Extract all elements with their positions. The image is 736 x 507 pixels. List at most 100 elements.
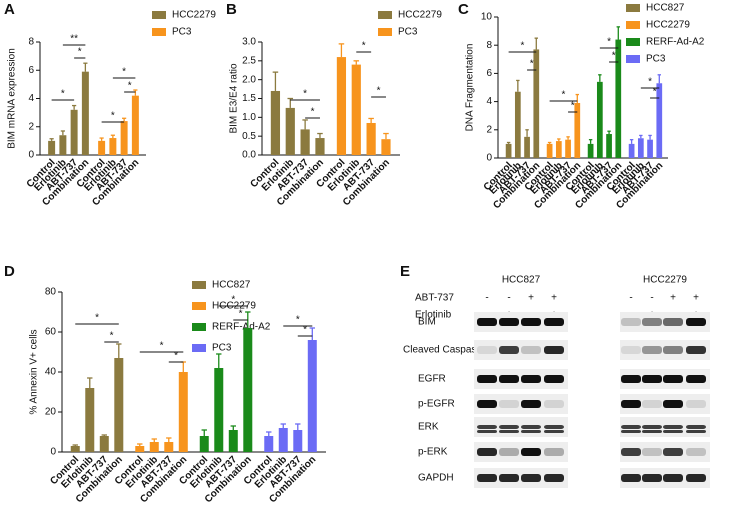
treatment-label: ABT-737 [415, 293, 454, 304]
blot-band [621, 400, 641, 408]
blot-band [499, 400, 519, 408]
panel-label: E [400, 263, 410, 280]
bar [366, 122, 376, 155]
bar [596, 81, 603, 158]
legend-swatch [192, 281, 206, 289]
blot-band [544, 425, 564, 429]
bar [293, 430, 303, 452]
blot-band [621, 448, 641, 456]
bar [81, 71, 89, 155]
blot-band [521, 318, 541, 326]
significance-label: * [571, 101, 575, 112]
legend-label: PC3 [398, 27, 418, 38]
bar [131, 95, 139, 155]
treatment-sign: + [670, 293, 676, 304]
bar [615, 39, 622, 159]
bar [85, 388, 95, 452]
blot-band [663, 430, 683, 433]
legend-label: HCC2279 [646, 20, 690, 31]
blot-band [521, 448, 541, 456]
significance-label: * [239, 309, 243, 320]
bar [574, 103, 581, 158]
blot-band [686, 375, 706, 383]
significance-label: * [160, 341, 164, 352]
y-tick-label: 1.0 [242, 112, 256, 123]
blot-band [499, 425, 519, 429]
y-tick-label: 4 [486, 96, 492, 107]
blot-band [521, 346, 541, 354]
treatment-sign: - [507, 293, 510, 304]
bar [656, 83, 663, 158]
blot-row-label: ERK [418, 422, 439, 433]
blot-band [499, 448, 519, 456]
blot-band [499, 375, 519, 383]
blot-band [621, 318, 641, 326]
blot-band [686, 474, 706, 482]
blot-band [499, 318, 519, 326]
significance-label: * [530, 59, 534, 70]
blot-band [521, 375, 541, 383]
blot-band [477, 375, 497, 383]
y-tick-label: 4 [28, 93, 34, 104]
panel-label: A [4, 1, 15, 18]
blot-band [477, 400, 497, 408]
y-tick-label: 0.0 [242, 150, 256, 161]
significance-label: * [648, 77, 652, 88]
bar [315, 138, 325, 155]
legend-swatch [192, 323, 206, 331]
panel-label: C [458, 1, 469, 18]
bar [270, 90, 281, 155]
panel-label: B [226, 1, 237, 18]
bar [533, 49, 540, 158]
blot-band [642, 425, 662, 429]
cell-line-label: HCC2279 [643, 275, 687, 286]
blot-row-label: Cleaved Caspase-3 [403, 345, 491, 356]
blot-band [477, 448, 497, 456]
y-tick-label: 0 [486, 153, 492, 164]
blot-row-label: EGFR [418, 374, 446, 385]
blot-band [621, 430, 641, 433]
blot-band [499, 474, 519, 482]
blot-band [642, 375, 662, 383]
y-tick-label: 20 [45, 407, 57, 418]
blot-row-label: p-EGFR [418, 399, 455, 410]
cell-line-label: HCC827 [502, 275, 541, 286]
blot-band [642, 474, 662, 482]
significance-label: * [311, 107, 315, 118]
blot-band [544, 430, 564, 433]
blot-band [544, 318, 564, 326]
significance-label: * [377, 86, 381, 97]
bar [59, 135, 67, 155]
legend-swatch [192, 302, 206, 310]
legend-swatch [626, 21, 640, 29]
legend-swatch [626, 38, 640, 46]
legend-label: PC3 [172, 27, 192, 38]
y-tick-label: 1.5 [242, 93, 256, 104]
blot-band [621, 425, 641, 429]
bar [307, 340, 317, 452]
y-tick-label: 80 [45, 287, 57, 298]
blot-row-label: BIM [418, 317, 436, 328]
y-tick-label: 8 [28, 37, 34, 48]
legend-swatch [152, 11, 166, 19]
bar [98, 140, 106, 155]
bar [285, 107, 295, 155]
blot-band [686, 448, 706, 456]
y-axis-label: DNA Fragmentation [465, 44, 476, 132]
bar [48, 140, 56, 155]
blot-band [521, 425, 541, 429]
significance-label: * [296, 315, 300, 326]
blot-band [663, 400, 683, 408]
blot-band [686, 430, 706, 433]
treatment-sign: + [528, 293, 534, 304]
bar [164, 442, 174, 452]
significance-label: ** [70, 34, 78, 45]
bar [70, 109, 78, 155]
bar [505, 143, 512, 158]
bar [178, 372, 188, 452]
blot-band [642, 430, 662, 433]
significance-label: * [362, 41, 366, 52]
y-tick-label: 6 [486, 68, 492, 79]
significance-label: * [520, 41, 524, 52]
blot-band [686, 318, 706, 326]
